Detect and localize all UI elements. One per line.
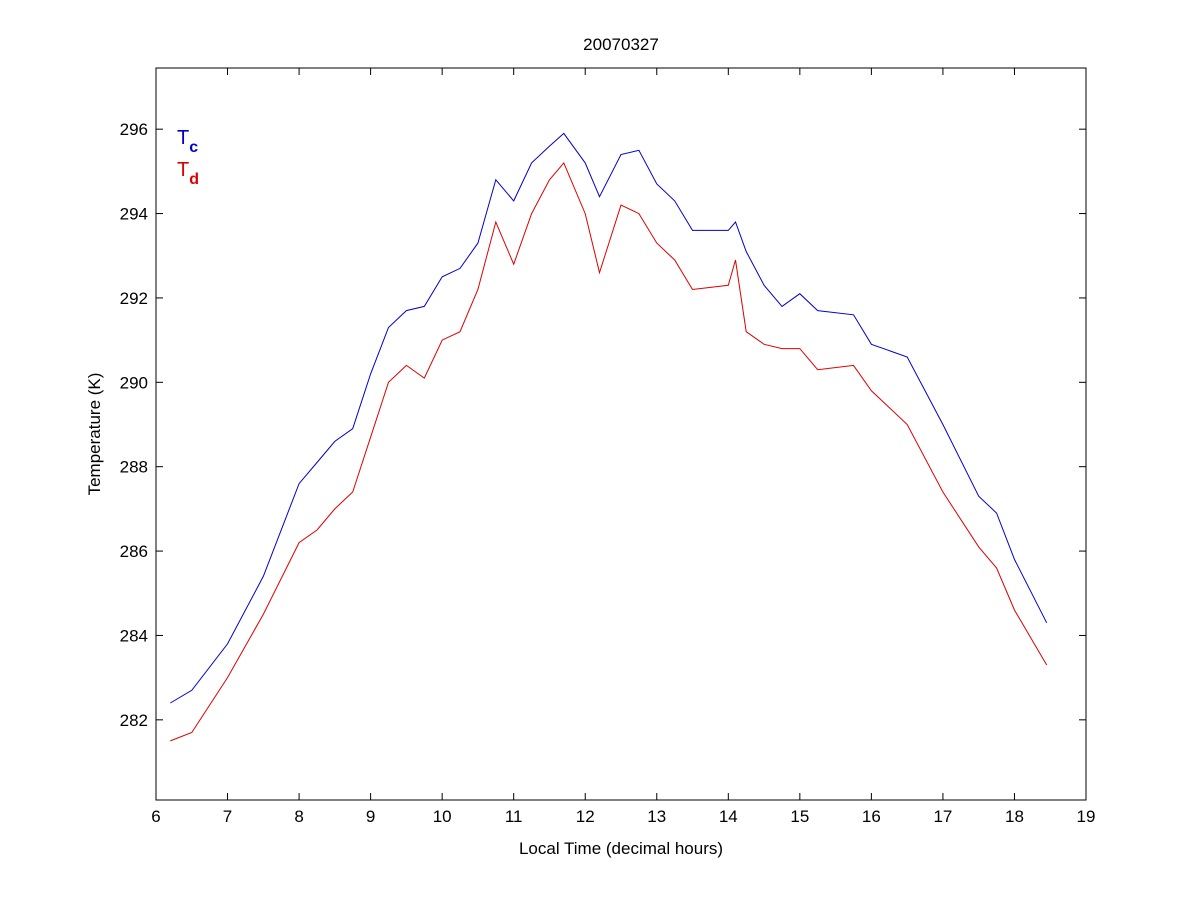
plot-frame	[155, 67, 1087, 801]
x-tick-label: 8	[294, 807, 303, 826]
x-tick-label: 12	[576, 807, 595, 826]
y-tick-label: 286	[120, 542, 148, 561]
x-tick-label: 9	[366, 807, 375, 826]
legend-entry: Tc	[177, 127, 198, 156]
x-tick-label: 13	[647, 807, 666, 826]
y-axis-label: Temperature (K)	[85, 373, 104, 496]
series-line-Td	[170, 161, 1048, 742]
x-tick-label: 14	[719, 807, 738, 826]
legend-entry: Td	[177, 159, 199, 188]
x-tick-label: 15	[790, 807, 809, 826]
x-tick-label: 16	[862, 807, 881, 826]
y-tick-label: 296	[120, 120, 148, 139]
y-tick-label: 282	[120, 711, 148, 730]
y-tick-label: 292	[120, 289, 148, 308]
y-tick-label: 290	[120, 373, 148, 392]
x-tick-label: 6	[151, 807, 160, 826]
x-tick-label: 19	[1077, 807, 1096, 826]
x-axis-label: Local Time (decimal hours)	[519, 839, 723, 858]
x-tick-label: 10	[433, 807, 452, 826]
legend: Tc Td	[177, 127, 199, 188]
x-tick-label: 11	[505, 807, 523, 826]
x-tick-label: 18	[1005, 807, 1024, 826]
x-tick-label: 7	[223, 807, 232, 826]
y-tick-label: 288	[120, 458, 148, 477]
x-tick-label: 17	[933, 807, 952, 826]
y-tick-label: 294	[120, 205, 148, 224]
y-tick-label: 284	[120, 626, 148, 645]
chart-title: 20070327	[583, 35, 659, 54]
series-line-Tc	[170, 132, 1048, 704]
